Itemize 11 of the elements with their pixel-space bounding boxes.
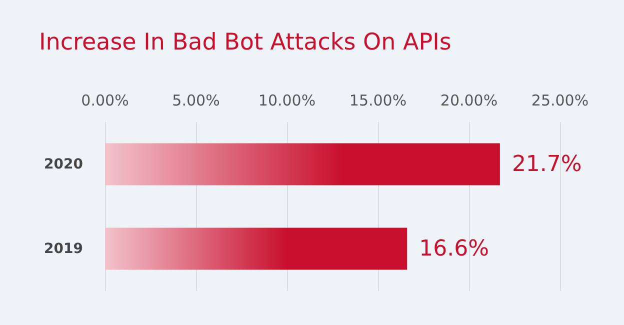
x-tick-label: 25.00% [531,92,589,110]
x-tick-label: 15.00% [349,92,407,110]
x-tick-label: 0.00% [81,92,129,110]
y-tick-label: 2019 [44,240,83,257]
data-label: 16.6% [419,236,490,262]
x-tick-label: 5.00% [172,92,220,110]
chart-title: Increase In Bad Bot Attacks On APIs [39,30,452,56]
x-tick-label: 10.00% [258,92,316,110]
x-tick-label: 20.00% [440,92,498,110]
y-tick-label: 2020 [44,156,84,172]
data-label: 21.7% [512,152,582,177]
